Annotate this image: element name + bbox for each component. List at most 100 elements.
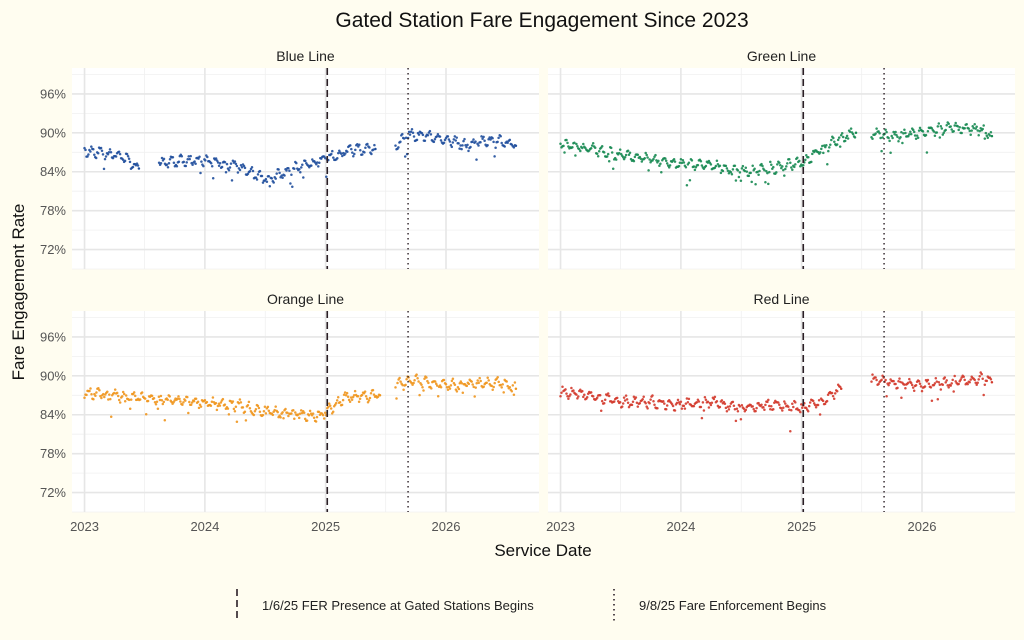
- data-point: [198, 155, 201, 158]
- data-point: [977, 133, 980, 137]
- data-point: [481, 137, 484, 141]
- data-point: [503, 145, 506, 148]
- data-point: [790, 408, 793, 412]
- data-point: [482, 385, 485, 389]
- data-point: [486, 144, 489, 147]
- data-point: [401, 132, 404, 136]
- data-point: [986, 136, 990, 140]
- data-point: [131, 165, 135, 169]
- data-point: [620, 405, 624, 408]
- data-point: [653, 403, 656, 406]
- data-point: [635, 401, 639, 405]
- data-point: [241, 406, 245, 409]
- data-point: [250, 165, 254, 169]
- data-point: [511, 384, 515, 387]
- data-point: [839, 133, 843, 137]
- data-point: [123, 159, 127, 163]
- data-point: [775, 171, 778, 174]
- data-point: [726, 405, 730, 409]
- data-point: [223, 403, 227, 406]
- data-point: [165, 163, 169, 166]
- data-point: [956, 125, 959, 128]
- data-point: [368, 146, 371, 149]
- data-point: [117, 150, 121, 153]
- data-point: [678, 402, 682, 406]
- data-point: [731, 400, 735, 404]
- data-point: [897, 139, 900, 143]
- data-point: [642, 395, 645, 399]
- data-point: [363, 151, 366, 154]
- data-point: [191, 163, 194, 166]
- data-point: [318, 161, 321, 164]
- data-point: [366, 142, 369, 146]
- data-point: [435, 384, 439, 387]
- data-point: [830, 138, 833, 142]
- data-point: [754, 183, 757, 186]
- data-point: [346, 395, 350, 399]
- x-tick-label: 2024: [190, 519, 219, 534]
- data-point: [257, 406, 261, 410]
- data-point: [344, 152, 347, 155]
- data-point: [904, 131, 907, 135]
- data-point: [767, 182, 770, 186]
- data-point: [884, 378, 887, 382]
- data-point: [628, 151, 632, 155]
- data-point: [585, 396, 589, 399]
- data-point: [475, 382, 478, 385]
- data-point: [439, 139, 443, 142]
- data-point: [728, 405, 732, 408]
- data-point: [660, 171, 663, 174]
- data-point: [794, 401, 797, 404]
- data-point: [438, 135, 442, 138]
- data-point: [667, 166, 671, 169]
- data-point: [682, 404, 686, 408]
- data-point: [234, 162, 238, 166]
- data-point: [404, 383, 407, 387]
- data-point: [226, 407, 230, 410]
- facet-blue-line: Blue Line 72% 78% 84% 90% 96%: [40, 45, 539, 270]
- data-point: [423, 139, 427, 142]
- y-tick-label: 72%: [40, 485, 66, 500]
- data-point: [960, 131, 963, 135]
- data-point: [595, 396, 599, 399]
- data-point: [893, 132, 896, 136]
- data-point: [450, 379, 454, 383]
- data-point: [298, 412, 302, 415]
- data-point: [510, 389, 514, 393]
- data-point: [898, 377, 901, 380]
- data-point: [202, 164, 205, 168]
- data-point: [891, 136, 894, 140]
- data-point: [723, 402, 727, 405]
- data-point: [417, 133, 421, 136]
- data-point: [450, 145, 454, 149]
- data-point: [827, 149, 830, 153]
- data-point: [978, 129, 981, 133]
- data-point: [731, 168, 735, 171]
- data-point: [792, 405, 795, 409]
- data-point: [762, 405, 765, 409]
- data-point: [897, 380, 900, 383]
- data-point: [990, 134, 994, 138]
- data-point: [299, 409, 303, 412]
- data-point: [123, 400, 127, 403]
- data-point: [150, 394, 154, 398]
- data-points: [559, 121, 994, 187]
- data-point: [465, 145, 468, 149]
- data-point: [561, 385, 564, 389]
- data-point: [743, 169, 747, 173]
- data-point: [453, 135, 457, 138]
- data-point: [708, 401, 712, 405]
- data-point: [977, 378, 980, 381]
- data-point: [505, 380, 508, 383]
- data-point: [571, 146, 574, 149]
- data-point: [337, 151, 340, 155]
- data-point: [146, 399, 150, 403]
- data-point: [235, 164, 239, 168]
- data-point: [457, 387, 461, 391]
- data-point: [175, 165, 179, 168]
- panel-background: [72, 311, 539, 512]
- facet-strip: [72, 288, 539, 311]
- data-point: [764, 180, 767, 184]
- data-point: [325, 175, 328, 178]
- data-point: [967, 127, 970, 130]
